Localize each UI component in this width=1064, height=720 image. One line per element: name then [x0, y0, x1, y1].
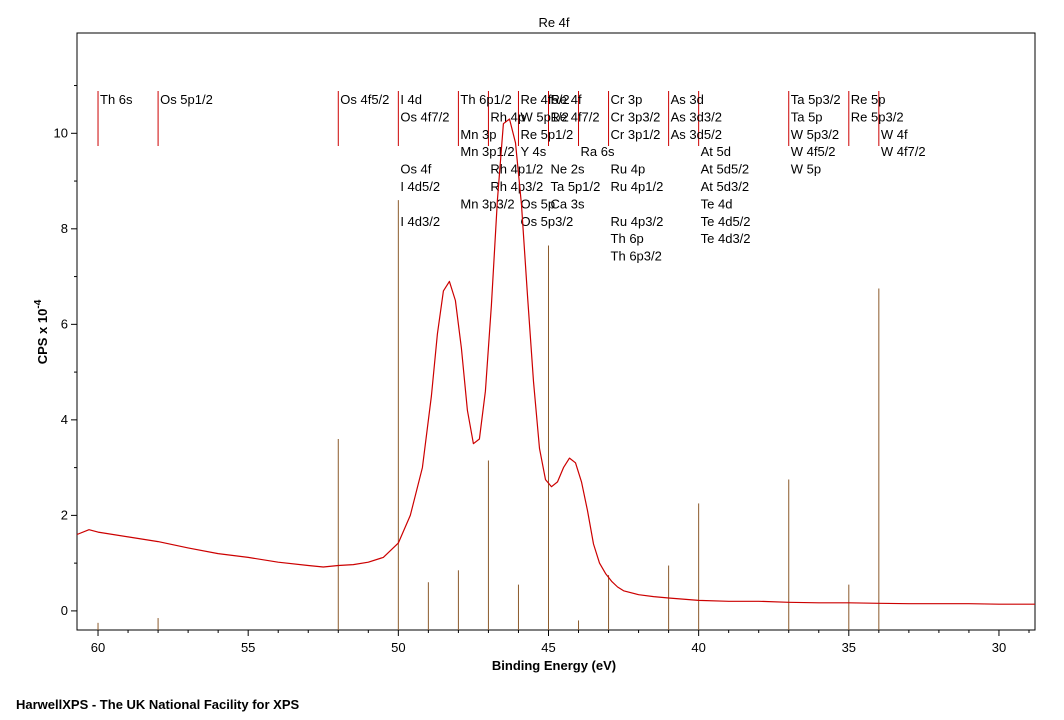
reference-labels: Th 6s Os 5p1/2 Os 4f5/2 I 4d Os 4f7/2 Os 4f I …	[100, 92, 926, 264]
reference-label: W 4f	[881, 127, 908, 142]
reference-label: I 4d5/2	[400, 179, 440, 194]
reference-label: I 4d	[400, 92, 422, 107]
reference-label: As 3d	[671, 92, 704, 107]
reference-label: Os 4f5/2	[340, 92, 389, 107]
x-axis: 60 55 50 45 40 35 30	[91, 630, 1030, 655]
y-tick-label: 4	[61, 412, 68, 427]
spectrum-line	[76, 118, 1035, 605]
x-axis-label: Binding Energy (eV)	[492, 658, 616, 673]
reference-label: I 4d3/2	[400, 214, 440, 229]
x-tick-label: 50	[391, 640, 405, 655]
x-tick-label: 30	[992, 640, 1006, 655]
reference-label: Th 6p	[611, 231, 644, 246]
reference-label: Th 6p1/2	[460, 92, 511, 107]
reference-label: Ru 4p1/2	[611, 179, 664, 194]
reference-label: As 3d5/2	[671, 127, 722, 142]
reference-label: Os 5p3/2	[520, 214, 573, 229]
reference-label: Re 4f5/2	[520, 92, 569, 107]
y-tick-label: 6	[61, 316, 68, 331]
y-tick-label: 8	[61, 221, 68, 236]
reference-label: Ru 4p3/2	[611, 214, 664, 229]
reference-label: W 4f5/2	[791, 144, 836, 159]
y-tick-label: 0	[61, 603, 68, 618]
reference-label: Rh 4p1/2	[490, 162, 543, 177]
reference-label: Ca 3s	[550, 196, 584, 211]
footer-credit: HarwellXPS - The UK National Facility fo…	[16, 697, 300, 712]
y-axis-label: CPS x 10-4	[33, 299, 50, 364]
reference-label: Y 4s	[520, 144, 546, 159]
reference-label: Os 4f	[400, 162, 431, 177]
reference-label: Os 5p	[520, 196, 555, 211]
reference-label: Th 6s	[100, 92, 133, 107]
reference-label: Ru 4p	[611, 162, 646, 177]
reference-label: Rh 4p3/2	[490, 179, 543, 194]
reference-label: Cr 3p	[611, 92, 643, 107]
reference-label: Te 4d5/2	[701, 214, 751, 229]
reference-label: W 5p1/2	[520, 109, 568, 124]
reference-label: At 5d5/2	[701, 162, 749, 177]
reference-label: Re 4f7/2	[550, 109, 599, 124]
reference-label: Te 4d	[701, 196, 733, 211]
reference-label: Os 5p1/2	[160, 92, 213, 107]
reference-label: Os 4f7/2	[400, 109, 449, 124]
reference-label: At 5d3/2	[701, 179, 749, 194]
y-tick-label: 10	[54, 125, 68, 140]
plot-frame	[76, 32, 1036, 631]
x-tick-label: 35	[842, 640, 856, 655]
reference-label: Ta 5p1/2	[550, 179, 600, 194]
reference-label: Re 5p1/2	[520, 127, 573, 142]
chart-title: Re 4f	[538, 15, 569, 30]
reference-label: As 3d3/2	[671, 109, 722, 124]
y-axis-label-main: CPS x 10	[35, 309, 50, 365]
x-tick-label: 60	[91, 640, 105, 655]
reference-label: Re 4f	[550, 92, 581, 107]
series-layer	[76, 118, 1035, 605]
x-tick-label: 40	[691, 640, 705, 655]
reference-label: Mn 3p	[460, 127, 496, 142]
reference-label: Ta 5p3/2	[791, 92, 841, 107]
reference-label: Ne 2s	[550, 162, 584, 177]
reference-label: At 5d	[701, 144, 731, 159]
reference-label: Mn 3p3/2	[460, 196, 514, 211]
reference-label: Re 5p	[851, 92, 886, 107]
reference-label: Cr 3p1/2	[611, 127, 661, 142]
reference-label: Ta 5p	[791, 109, 823, 124]
y-tick-label: 2	[61, 507, 68, 522]
reference-label: Te 4d3/2	[701, 231, 751, 246]
reference-label: Re 5p3/2	[851, 109, 904, 124]
y-axis: 0 2 4 6 8 10	[54, 85, 77, 618]
reference-lines	[97, 91, 880, 630]
y-axis-label-exponent: -4	[33, 299, 44, 308]
x-tick-label: 55	[241, 640, 255, 655]
reference-label: Th 6p3/2	[611, 249, 662, 264]
reference-label: Ra 6s	[581, 144, 615, 159]
reference-label: Mn 3p1/2	[460, 144, 514, 159]
reference-label: Rh 4p	[490, 109, 525, 124]
reference-label: W 5p3/2	[791, 127, 839, 142]
reference-label: W 5p	[791, 162, 821, 177]
x-tick-label: 45	[541, 640, 555, 655]
reference-label: W 4f7/2	[881, 144, 926, 159]
reference-label: Cr 3p3/2	[611, 109, 661, 124]
